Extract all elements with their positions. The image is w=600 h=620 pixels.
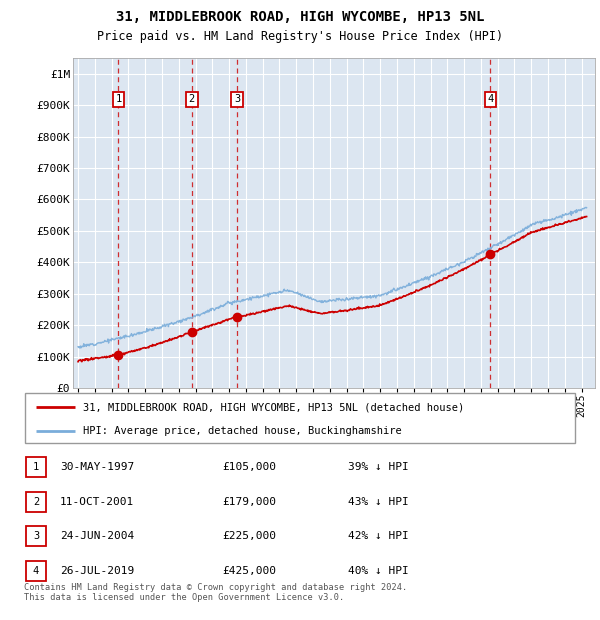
- FancyBboxPatch shape: [26, 526, 46, 546]
- Text: 43% ↓ HPI: 43% ↓ HPI: [348, 497, 409, 507]
- FancyBboxPatch shape: [25, 393, 575, 443]
- Text: 40% ↓ HPI: 40% ↓ HPI: [348, 566, 409, 576]
- Text: HPI: Average price, detached house, Buckinghamshire: HPI: Average price, detached house, Buck…: [83, 425, 401, 435]
- Text: 4: 4: [487, 94, 494, 104]
- Text: £179,000: £179,000: [222, 497, 276, 507]
- Text: Price paid vs. HM Land Registry's House Price Index (HPI): Price paid vs. HM Land Registry's House …: [97, 30, 503, 43]
- Text: 2: 2: [33, 497, 39, 507]
- Text: 42% ↓ HPI: 42% ↓ HPI: [348, 531, 409, 541]
- Text: 1: 1: [115, 94, 122, 104]
- Text: £425,000: £425,000: [222, 566, 276, 576]
- Text: 39% ↓ HPI: 39% ↓ HPI: [348, 462, 409, 472]
- Text: 1: 1: [33, 462, 39, 472]
- Text: 4: 4: [33, 566, 39, 576]
- Text: 3: 3: [33, 531, 39, 541]
- Text: 26-JUL-2019: 26-JUL-2019: [60, 566, 134, 576]
- FancyBboxPatch shape: [26, 457, 46, 477]
- Text: £105,000: £105,000: [222, 462, 276, 472]
- Text: 24-JUN-2004: 24-JUN-2004: [60, 531, 134, 541]
- Text: 3: 3: [234, 94, 240, 104]
- Text: 11-OCT-2001: 11-OCT-2001: [60, 497, 134, 507]
- Text: 31, MIDDLEBROOK ROAD, HIGH WYCOMBE, HP13 5NL (detached house): 31, MIDDLEBROOK ROAD, HIGH WYCOMBE, HP13…: [83, 402, 464, 412]
- Text: Contains HM Land Registry data © Crown copyright and database right 2024.
This d: Contains HM Land Registry data © Crown c…: [24, 583, 407, 603]
- Text: 2: 2: [189, 94, 195, 104]
- Text: 30-MAY-1997: 30-MAY-1997: [60, 462, 134, 472]
- Text: 31, MIDDLEBROOK ROAD, HIGH WYCOMBE, HP13 5NL: 31, MIDDLEBROOK ROAD, HIGH WYCOMBE, HP13…: [116, 10, 484, 24]
- FancyBboxPatch shape: [26, 492, 46, 512]
- FancyBboxPatch shape: [26, 561, 46, 581]
- Text: £225,000: £225,000: [222, 531, 276, 541]
